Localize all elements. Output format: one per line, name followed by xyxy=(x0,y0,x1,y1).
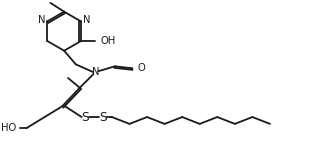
Text: S: S xyxy=(99,111,107,124)
Text: O: O xyxy=(137,63,145,73)
Text: N: N xyxy=(83,15,91,25)
Text: OH: OH xyxy=(100,36,116,46)
Text: HO: HO xyxy=(1,123,16,133)
Text: N: N xyxy=(38,15,45,25)
Text: S: S xyxy=(81,111,88,124)
Text: N: N xyxy=(91,67,99,77)
